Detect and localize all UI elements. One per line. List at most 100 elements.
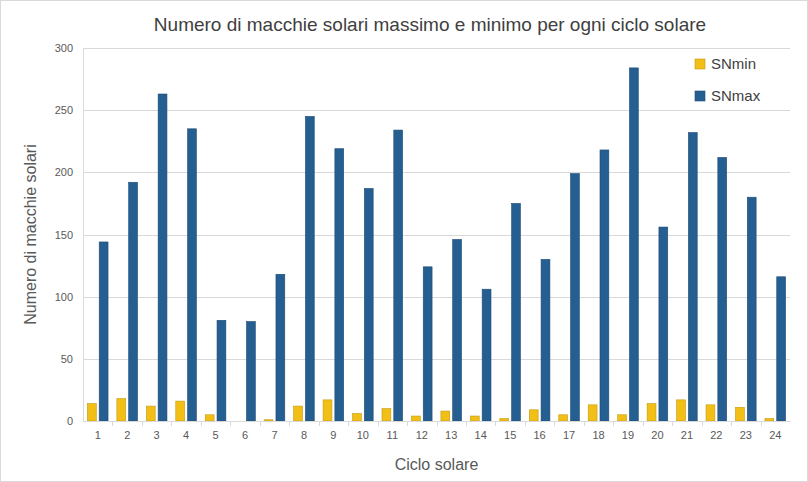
bar — [441, 411, 450, 421]
x-separator — [525, 421, 526, 426]
x-tick: 12 — [416, 421, 428, 441]
x-separator — [348, 421, 349, 426]
bar — [335, 149, 344, 421]
x-separator — [761, 421, 762, 426]
bar — [747, 197, 756, 421]
legend-swatch — [695, 91, 705, 101]
y-tick-label: 150 — [55, 229, 73, 241]
x-tick: 5 — [213, 421, 219, 441]
bar — [688, 133, 697, 421]
x-tick: 16 — [533, 421, 545, 441]
bar — [718, 157, 727, 421]
x-tick: 20 — [651, 421, 663, 441]
x-tick-label: 9 — [330, 429, 336, 441]
x-separator — [672, 421, 673, 426]
bar — [629, 68, 638, 421]
bar — [323, 400, 332, 421]
y-tick: 250 — [55, 104, 83, 116]
x-tick-label: 22 — [710, 429, 722, 441]
bar — [677, 400, 686, 421]
x-tick-label: 8 — [301, 429, 307, 441]
bar — [765, 419, 774, 421]
x-axis: 123456789101112131415161718192021222324 — [84, 421, 791, 441]
x-tick-label: 24 — [769, 429, 781, 441]
x-tick: 7 — [271, 421, 277, 441]
x-separator — [112, 421, 113, 426]
x-tick: 2 — [124, 421, 130, 441]
x-separator — [407, 421, 408, 426]
bar — [777, 277, 786, 421]
bar — [87, 404, 96, 421]
bar — [453, 239, 462, 421]
x-tick-label: 18 — [592, 429, 604, 441]
y-tick-label: 200 — [55, 166, 73, 178]
x-tick-label: 14 — [475, 429, 487, 441]
bar — [146, 406, 155, 421]
x-tick: 21 — [681, 421, 693, 441]
y-tick: 300 — [55, 42, 83, 54]
bar — [394, 130, 403, 421]
y-tick: 200 — [55, 166, 83, 178]
x-separator — [495, 421, 496, 426]
y-tick-label: 0 — [67, 415, 73, 427]
x-tick: 23 — [740, 421, 752, 441]
x-tick-label: 7 — [271, 429, 277, 441]
x-separator — [643, 421, 644, 426]
bar — [529, 410, 538, 421]
grid-line — [83, 421, 790, 422]
x-tick: 6 — [242, 421, 248, 441]
x-separator — [466, 421, 467, 426]
series-1 — [99, 68, 785, 421]
bars — [87, 68, 785, 421]
bar — [411, 416, 420, 421]
y-tick: 100 — [55, 291, 83, 303]
x-separator — [702, 421, 703, 426]
background — [1, 1, 808, 482]
x-tick-label: 19 — [622, 429, 634, 441]
x-tick: 13 — [445, 421, 457, 441]
x-separator — [260, 421, 261, 426]
bar — [559, 415, 568, 421]
bar — [512, 203, 521, 421]
y-axis: 0 50 100 150 200 250 300 — [55, 42, 84, 427]
x-separator — [731, 421, 732, 426]
x-separator — [289, 421, 290, 426]
y-tick-label: 100 — [55, 291, 73, 303]
bar — [129, 182, 138, 421]
bar — [600, 150, 609, 421]
bar — [423, 267, 432, 421]
x-separator — [378, 421, 379, 426]
x-separator — [319, 421, 320, 426]
x-tick-label: 4 — [183, 429, 189, 441]
x-axis-title: Ciclo solare — [395, 456, 479, 473]
bar — [588, 405, 597, 421]
bar — [500, 419, 509, 421]
legend-item: SNmin — [695, 55, 756, 72]
x-tick: 4 — [183, 421, 189, 441]
y-axis-title: Numero di macchie solari — [22, 144, 39, 325]
x-separator — [554, 421, 555, 426]
x-tick: 10 — [357, 421, 369, 441]
bar — [382, 409, 391, 421]
y-tick: 50 — [61, 353, 83, 365]
x-tick: 17 — [563, 421, 575, 441]
x-separators — [113, 421, 762, 426]
y-axis-line — [83, 49, 84, 422]
bar — [482, 289, 491, 421]
bar — [276, 274, 285, 421]
bar — [647, 404, 656, 421]
x-tick: 3 — [154, 421, 160, 441]
bar — [618, 415, 627, 421]
y-tick-label: 50 — [61, 353, 73, 365]
bar — [264, 420, 273, 421]
x-separator — [437, 421, 438, 426]
legend-label: SNmax — [711, 87, 761, 104]
title: Numero di macchie solari massimo e minim… — [154, 14, 706, 35]
grid-line — [83, 48, 790, 49]
x-tick-label: 3 — [154, 429, 160, 441]
x-tick: 9 — [330, 421, 336, 441]
x-tick-label: 5 — [213, 429, 219, 441]
bar — [246, 322, 255, 421]
x-tick: 8 — [301, 421, 307, 441]
bar — [353, 414, 362, 421]
